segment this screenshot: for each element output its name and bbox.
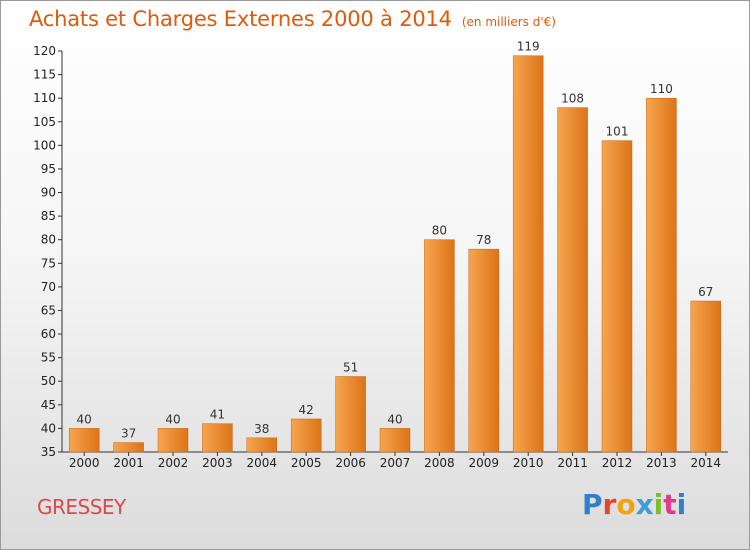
data-label-2000: 40 <box>77 412 92 426</box>
bar-2010 <box>512 55 544 453</box>
y-tick-label: 50 <box>41 374 56 388</box>
data-label-2011: 108 <box>561 92 584 106</box>
data-label-2009: 78 <box>476 233 491 247</box>
y-tick-label: 95 <box>41 162 56 176</box>
x-tick-label-2009: 2009 <box>469 456 500 470</box>
x-tick-label-2008: 2008 <box>424 456 455 470</box>
x-tick-label-2010: 2010 <box>513 456 544 470</box>
x-tick-label-2004: 2004 <box>247 456 278 470</box>
data-label-2013: 110 <box>650 82 673 96</box>
chart-title: Achats et Charges Externes 2000 à 2014 (e… <box>29 7 556 31</box>
bar-2003 <box>202 423 233 453</box>
bar-2008 <box>424 239 455 453</box>
bar-2012 <box>601 140 633 453</box>
bar-2001 <box>113 442 144 453</box>
bar-2004 <box>246 437 278 453</box>
bar-2011 <box>557 107 588 453</box>
data-label-2003: 41 <box>210 408 225 422</box>
y-tick-label: 85 <box>41 209 56 223</box>
y-tick-label: 90 <box>41 186 56 200</box>
logo-letter: t <box>663 488 677 521</box>
y-tick-label: 65 <box>41 303 56 317</box>
bar-2009 <box>468 248 500 453</box>
y-tick-label: 110 <box>33 91 56 105</box>
place-label: GRESSEY <box>37 495 126 519</box>
x-tick-label-2001: 2001 <box>113 456 144 470</box>
bar-2005 <box>290 418 322 453</box>
x-tick-label-2006: 2006 <box>335 456 366 470</box>
y-tick-label: 80 <box>41 233 56 247</box>
logo-letter: o <box>616 488 636 521</box>
logo-letter: i <box>653 488 664 521</box>
proxiti-logo: Proxiti <box>582 488 686 521</box>
logo-letter: i <box>676 488 687 521</box>
logo-letter: P <box>582 488 603 521</box>
y-tick-label: 120 <box>33 44 56 58</box>
chart-bars <box>68 55 722 453</box>
y-tick-label: 35 <box>41 445 56 459</box>
bar-2000 <box>68 428 100 453</box>
data-label-2002: 40 <box>165 412 180 426</box>
y-tick-label: 115 <box>33 68 56 82</box>
data-label-2008: 80 <box>432 224 447 238</box>
data-label-2006: 51 <box>343 361 358 375</box>
logo-letter: r <box>602 488 617 521</box>
y-tick-label: 55 <box>41 351 56 365</box>
chart-title-text: Achats et Charges Externes 2000 à 2014 <box>29 7 452 31</box>
y-tick-label: 105 <box>33 115 56 129</box>
y-tick-label: 100 <box>33 138 56 152</box>
bar-2007 <box>379 428 411 453</box>
x-tick-label-2011: 2011 <box>557 456 588 470</box>
x-tick-label-2002: 2002 <box>158 456 189 470</box>
y-tick-label: 75 <box>41 256 56 270</box>
logo-letter: x <box>635 488 654 521</box>
y-tick-label: 70 <box>41 280 56 294</box>
bar-2013 <box>646 97 677 453</box>
bar-2006 <box>335 376 366 453</box>
x-tick-label-2007: 2007 <box>380 456 411 470</box>
y-tick-label: 45 <box>41 398 56 412</box>
x-tick-label-2012: 2012 <box>602 456 633 470</box>
data-label-2001: 37 <box>121 427 136 441</box>
x-tick-label-2013: 2013 <box>646 456 677 470</box>
x-tick-label-2000: 2000 <box>69 456 100 470</box>
data-label-2010: 119 <box>517 40 540 54</box>
chart-unit-note: (en milliers d'€) <box>461 15 556 29</box>
chart-axes: 35 40 45 50 55 60 65 70 75 80 85 90 95 100 105 110 115 12… <box>33 44 728 470</box>
data-label-2004: 38 <box>254 422 269 436</box>
y-tick-label: 60 <box>41 327 56 341</box>
x-tick-label-2005: 2005 <box>291 456 322 470</box>
x-tick-label-2003: 2003 <box>202 456 233 470</box>
bar-2002 <box>157 428 189 453</box>
data-label-2005: 42 <box>299 403 314 417</box>
data-label-2014: 67 <box>698 285 713 299</box>
x-tick-label-2014: 2014 <box>691 456 722 470</box>
data-label-2012: 101 <box>606 125 629 139</box>
data-label-2007: 40 <box>387 412 402 426</box>
bar-2014 <box>690 300 722 453</box>
y-tick-label: 40 <box>41 421 56 435</box>
chart-data-labels: 40 37 40 41 38 42 51 40 80 78 119 108 101 110 67 <box>77 40 714 441</box>
